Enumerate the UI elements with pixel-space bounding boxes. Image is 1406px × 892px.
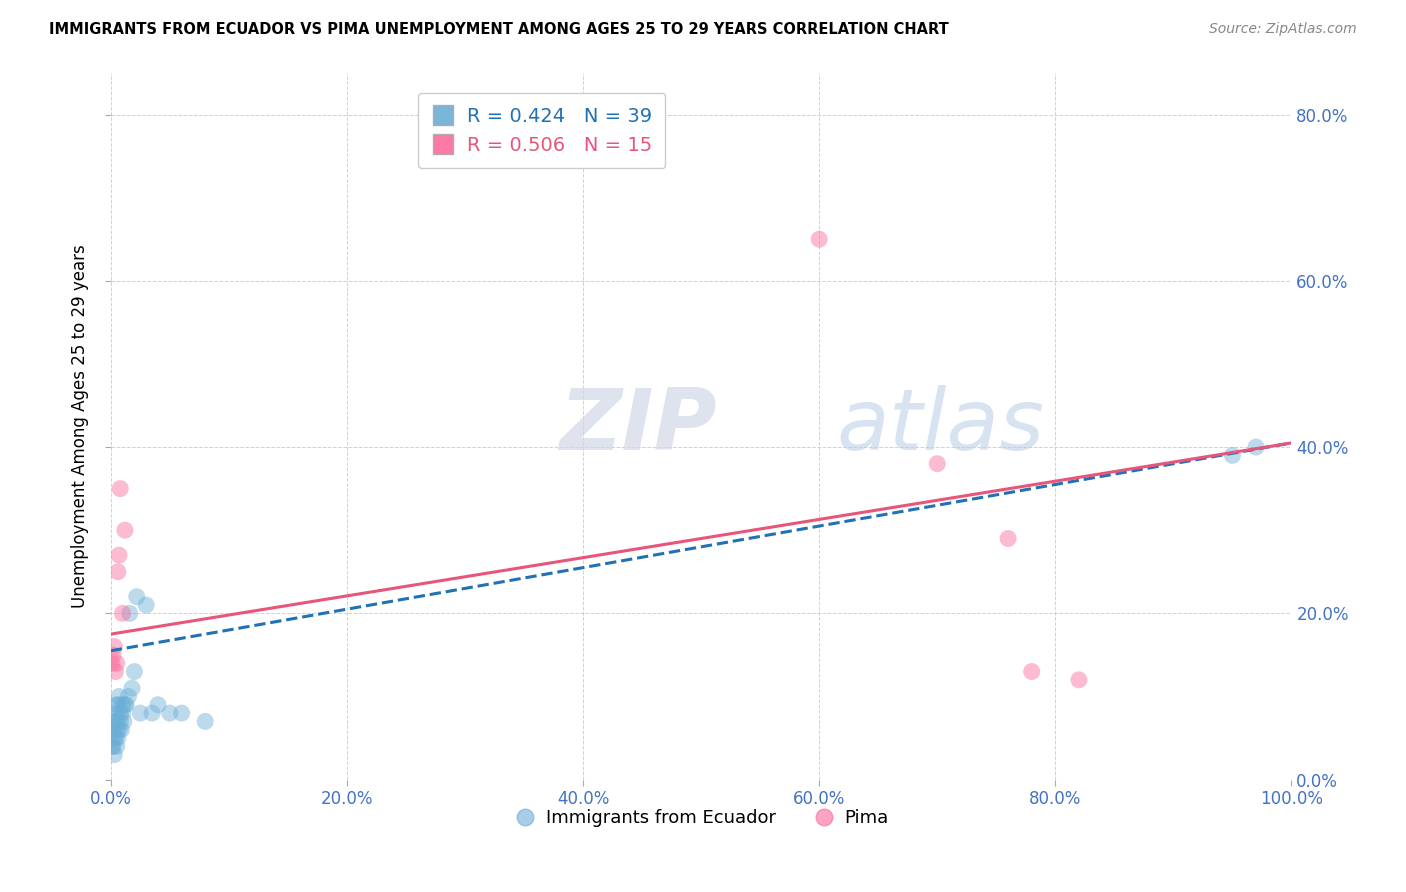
Point xyxy=(108,723,131,737)
Point xyxy=(104,731,127,745)
Point xyxy=(110,723,132,737)
Point xyxy=(103,731,125,745)
Point xyxy=(927,457,949,471)
Point xyxy=(118,607,141,621)
Point xyxy=(146,698,169,712)
Point xyxy=(110,482,132,496)
Point xyxy=(110,706,132,720)
Point xyxy=(115,698,138,712)
Point xyxy=(105,657,128,671)
Point xyxy=(101,714,124,729)
Point xyxy=(101,648,124,662)
Point xyxy=(105,723,128,737)
Point xyxy=(997,532,1019,546)
Point xyxy=(104,665,127,679)
Point xyxy=(170,706,193,720)
Point xyxy=(141,706,163,720)
Point xyxy=(105,739,128,754)
Point xyxy=(101,723,124,737)
Point xyxy=(111,698,134,712)
Point xyxy=(121,681,143,695)
Point xyxy=(104,706,127,720)
Point xyxy=(114,523,136,537)
Point xyxy=(117,690,139,704)
Y-axis label: Unemployment Among Ages 25 to 29 years: Unemployment Among Ages 25 to 29 years xyxy=(72,244,89,608)
Point xyxy=(101,739,124,754)
Point xyxy=(808,232,831,246)
Text: atlas: atlas xyxy=(837,384,1045,467)
Point xyxy=(105,698,128,712)
Point xyxy=(124,665,146,679)
Point xyxy=(110,714,132,729)
Point xyxy=(103,640,125,654)
Point xyxy=(135,598,157,612)
Point xyxy=(107,698,129,712)
Point xyxy=(107,714,129,729)
Text: IMMIGRANTS FROM ECUADOR VS PIMA UNEMPLOYMENT AMONG AGES 25 TO 29 YEARS CORRELATI: IMMIGRANTS FROM ECUADOR VS PIMA UNEMPLOY… xyxy=(49,22,949,37)
Point xyxy=(1067,673,1090,687)
Point xyxy=(108,690,131,704)
Point xyxy=(1021,665,1043,679)
Point xyxy=(103,747,125,762)
Point xyxy=(194,714,217,729)
Point xyxy=(1244,440,1267,454)
Point xyxy=(159,706,181,720)
Point xyxy=(107,731,129,745)
Legend: Immigrants from Ecuador, Pima: Immigrants from Ecuador, Pima xyxy=(506,802,896,834)
Point xyxy=(101,657,124,671)
Point xyxy=(101,739,124,754)
Point xyxy=(112,714,135,729)
Point xyxy=(111,607,134,621)
Text: ZIP: ZIP xyxy=(560,384,717,467)
Point xyxy=(125,590,148,604)
Text: Source: ZipAtlas.com: Source: ZipAtlas.com xyxy=(1209,22,1357,37)
Point xyxy=(114,698,136,712)
Point xyxy=(1222,449,1244,463)
Point xyxy=(107,565,129,579)
Point xyxy=(108,548,131,562)
Point xyxy=(129,706,152,720)
Point xyxy=(111,706,134,720)
Point xyxy=(103,714,125,729)
